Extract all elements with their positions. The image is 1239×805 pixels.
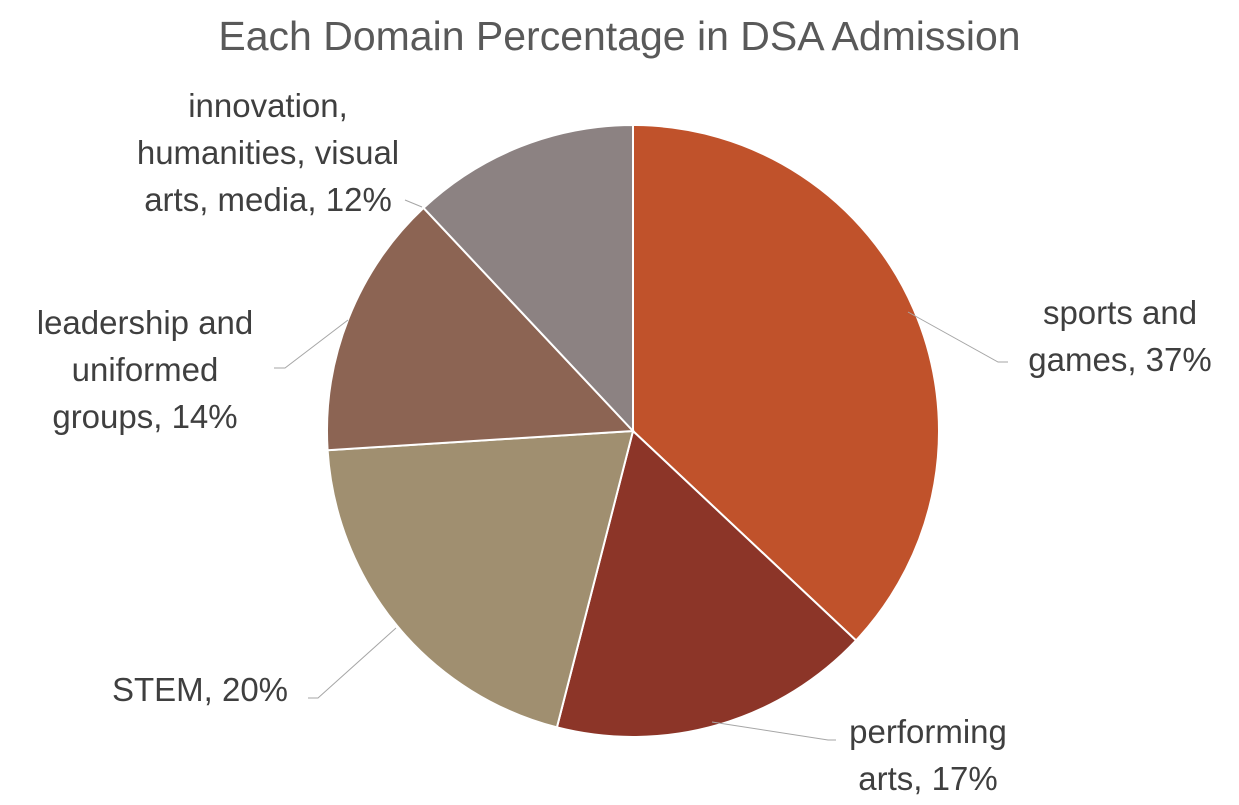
data-label-line: leadership and: [37, 304, 254, 341]
leader-line-3: [308, 627, 397, 699]
data-label-line: STEM, 20%: [112, 671, 288, 708]
data-label-line: innovation,: [188, 87, 348, 124]
pie-slice-5: [422, 123, 634, 434]
pie-slice-3: [326, 429, 635, 729]
pie-slice-2: [555, 429, 858, 738]
leader-line-5: [404, 199, 423, 208]
data-label-2: performing arts, 17%: [849, 713, 1007, 797]
data-label-line: uniformed: [72, 351, 219, 388]
data-labels: sports and games, 37% performing arts, 17% S…: [37, 87, 1212, 797]
data-label-line: performing: [849, 713, 1007, 750]
data-label-line: humanities, visual: [137, 134, 399, 171]
pie-slices: [326, 123, 940, 738]
data-label-4: leadership and uniformed groups, 14%: [37, 304, 254, 435]
pie-slice-4: [326, 206, 636, 452]
data-label-line: groups, 14%: [52, 398, 237, 435]
data-label-3: STEM, 20%: [112, 671, 288, 708]
data-label-line: sports and: [1043, 294, 1197, 331]
leader-line-4: [274, 319, 349, 369]
chart-title: Each Domain Percentage in DSA Admission: [218, 13, 1021, 59]
leader-line-1: [907, 311, 1008, 363]
data-label-1: sports and games, 37%: [1028, 294, 1211, 378]
data-label-5: innovation, humanities, visual arts, media…: [137, 87, 399, 218]
leader-line-2: [711, 721, 836, 741]
data-label-line: games, 37%: [1028, 341, 1211, 378]
data-label-line: arts, media, 12%: [144, 181, 392, 218]
data-label-line: arts, 17%: [858, 760, 997, 797]
leader-lines: [274, 199, 1008, 741]
pie-slice-1: [632, 123, 940, 642]
